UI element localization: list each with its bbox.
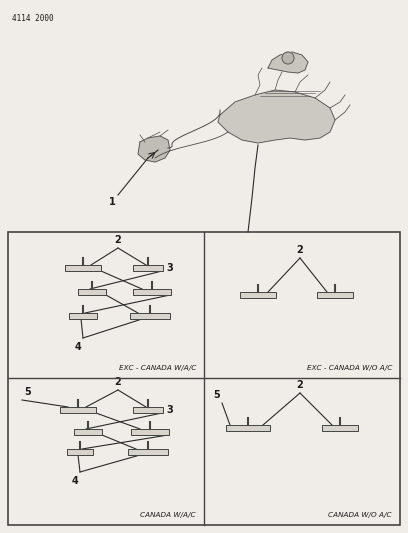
Bar: [133, 265, 163, 271]
Text: 2: 2: [115, 377, 121, 387]
Text: 5: 5: [24, 387, 31, 397]
Text: CANADA W/O A/C: CANADA W/O A/C: [328, 512, 392, 518]
Text: EXC - CANADA W/A/C: EXC - CANADA W/A/C: [119, 365, 196, 371]
Text: 2: 2: [297, 245, 304, 255]
Text: 1: 1: [109, 197, 115, 207]
Text: 4: 4: [71, 476, 78, 486]
Polygon shape: [218, 90, 335, 143]
Bar: [128, 449, 168, 455]
Text: 3: 3: [166, 405, 173, 415]
Bar: [8, 232, 400, 525]
Text: 5: 5: [213, 390, 220, 400]
Bar: [60, 407, 96, 413]
Bar: [133, 407, 163, 413]
Bar: [65, 265, 101, 271]
Polygon shape: [268, 52, 308, 73]
Polygon shape: [138, 136, 170, 162]
Bar: [322, 425, 358, 431]
Bar: [226, 425, 270, 431]
Bar: [130, 313, 170, 319]
Circle shape: [282, 52, 294, 64]
Text: 2: 2: [297, 380, 304, 390]
Bar: [74, 429, 102, 435]
Bar: [78, 289, 106, 295]
Bar: [240, 292, 276, 298]
Bar: [131, 429, 169, 435]
Text: 4114 2000: 4114 2000: [12, 14, 53, 23]
Text: 4: 4: [74, 342, 81, 352]
Bar: [67, 449, 93, 455]
Text: 3: 3: [166, 263, 173, 273]
Bar: [69, 313, 97, 319]
Text: CANADA W/A/C: CANADA W/A/C: [140, 512, 196, 518]
Bar: [133, 289, 171, 295]
Bar: [317, 292, 353, 298]
Text: EXC - CANADA W/O A/C: EXC - CANADA W/O A/C: [307, 365, 392, 371]
Text: 2: 2: [115, 235, 121, 245]
